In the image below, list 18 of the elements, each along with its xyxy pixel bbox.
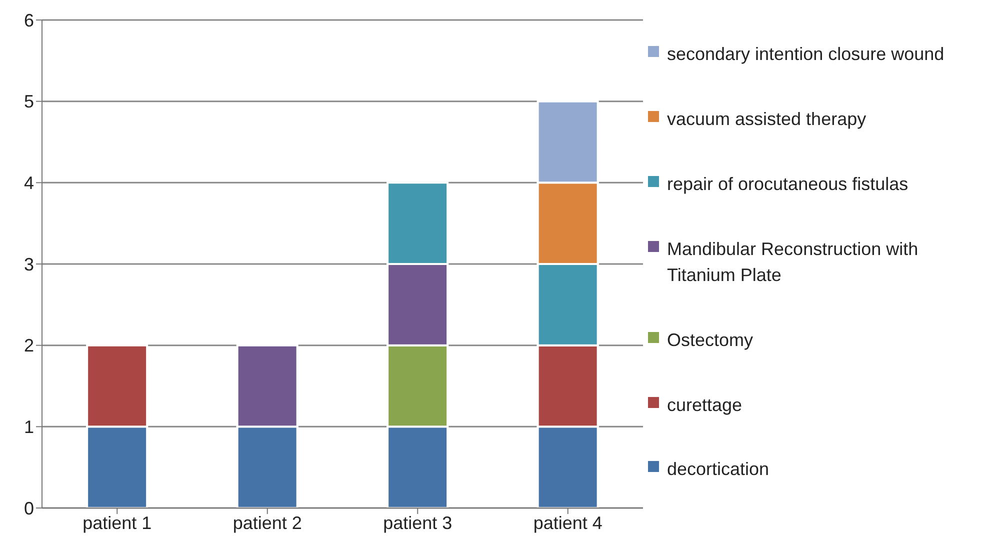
x-tick-label: patient 4 [533, 512, 602, 533]
y-tick-label: 4 [24, 173, 34, 194]
legend-label: decortication [667, 458, 770, 482]
legend-label: repair of orocutaneous fistulas [667, 173, 908, 196]
x-tick-label: patient 3 [383, 512, 452, 533]
x-tick-label: patient 2 [232, 512, 302, 533]
y-tick-label: 2 [24, 336, 34, 356]
legend-label: secondary intention closure wound [667, 43, 944, 66]
legend-label: curettage [667, 394, 742, 417]
legend-label: vacuum assisted therapy [667, 108, 866, 132]
y-tick-label: 6 [24, 10, 34, 30]
x-tick-label: patient 1 [82, 512, 152, 533]
legend-label: Mandibular Reconstruction with Titanium Plate [667, 238, 920, 287]
y-tick-label: 1 [24, 417, 34, 438]
y-tick-label: 0 [24, 498, 34, 518]
y-tick-label: 5 [24, 92, 34, 112]
y-tick-label: 3 [24, 254, 34, 274]
legend-label: Ostectomy [667, 328, 754, 352]
